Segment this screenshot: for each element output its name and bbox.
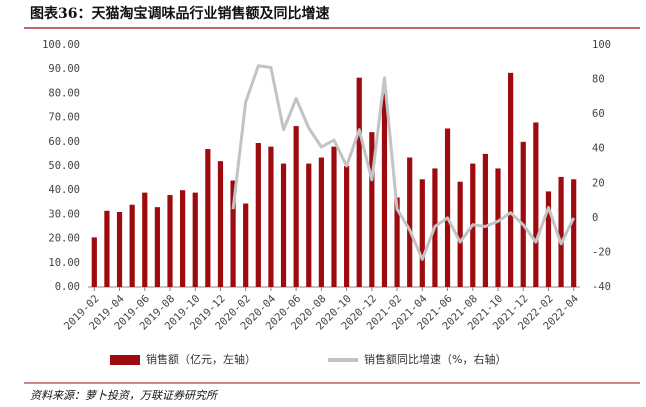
bar bbox=[419, 179, 425, 287]
source: 资料来源：萝卜投资，万联证券研究所 bbox=[30, 389, 219, 402]
y-tick-label: 100.00 bbox=[42, 39, 80, 51]
y-tick-label: 80.00 bbox=[48, 87, 80, 99]
bar bbox=[180, 190, 186, 287]
y-tick-label: 70.00 bbox=[48, 112, 80, 124]
bar bbox=[318, 157, 324, 287]
bar bbox=[205, 149, 211, 287]
bar bbox=[217, 161, 224, 287]
y2-tick-label: 0 bbox=[592, 212, 598, 224]
bar bbox=[356, 77, 362, 287]
bar bbox=[255, 143, 261, 287]
bar bbox=[457, 181, 463, 287]
bar bbox=[369, 132, 375, 287]
y2-tick-label: 20 bbox=[592, 177, 605, 189]
y-tick-label: 50.00 bbox=[48, 160, 80, 172]
y2-tick-label: -40 bbox=[592, 281, 611, 293]
bar bbox=[91, 237, 97, 287]
bar bbox=[545, 191, 552, 287]
bar bbox=[558, 176, 564, 287]
bar bbox=[344, 166, 350, 287]
bar bbox=[533, 122, 539, 287]
bar bbox=[571, 179, 577, 287]
legend-label: 销售额（亿元，左轴） bbox=[146, 352, 256, 366]
bar bbox=[230, 180, 236, 287]
y-tick-label: 30.00 bbox=[48, 208, 80, 220]
y2-tick-label: 40 bbox=[592, 143, 605, 155]
y-tick-label: 40.00 bbox=[48, 184, 80, 196]
legend-label: 销售额同比增速（%，右轴） bbox=[364, 352, 506, 366]
bar bbox=[167, 195, 173, 287]
y2-tick-label: 60 bbox=[592, 108, 605, 120]
bar bbox=[444, 128, 451, 287]
bar bbox=[407, 157, 413, 287]
bar bbox=[268, 146, 274, 287]
bar bbox=[116, 211, 123, 287]
bar bbox=[142, 192, 148, 287]
y-tick-label: 90.00 bbox=[48, 63, 80, 75]
bar bbox=[331, 146, 337, 287]
bar bbox=[520, 141, 526, 287]
bar bbox=[293, 126, 299, 287]
y-tick-label: 20.00 bbox=[48, 233, 80, 245]
chart-title: 图表36：天猫淘宝调味品行业销售额及同比增速 bbox=[30, 5, 329, 22]
bar bbox=[482, 153, 488, 287]
y2-tick-label: 100 bbox=[592, 39, 611, 51]
bar bbox=[243, 203, 249, 287]
bar bbox=[129, 204, 135, 287]
legend-swatch bbox=[110, 355, 140, 365]
bar bbox=[495, 168, 501, 287]
bar bbox=[104, 210, 110, 287]
y-tick-label: 60.00 bbox=[48, 136, 80, 148]
bar bbox=[381, 93, 388, 288]
bar bbox=[508, 72, 514, 287]
y-tick-label: 0.00 bbox=[55, 281, 80, 293]
bar bbox=[154, 207, 160, 287]
bar bbox=[394, 197, 400, 287]
line bbox=[231, 64, 576, 261]
y-tick-label: 10.00 bbox=[48, 257, 80, 269]
y2-tick-label: -20 bbox=[592, 246, 611, 258]
y2-tick-label: 80 bbox=[592, 74, 605, 86]
bar bbox=[306, 163, 312, 287]
bar bbox=[280, 163, 287, 287]
bar bbox=[192, 192, 198, 287]
